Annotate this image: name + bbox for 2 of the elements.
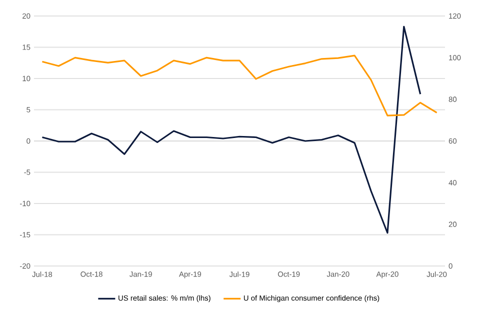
line-series: [41, 54, 438, 116]
line-series: [41, 26, 422, 234]
